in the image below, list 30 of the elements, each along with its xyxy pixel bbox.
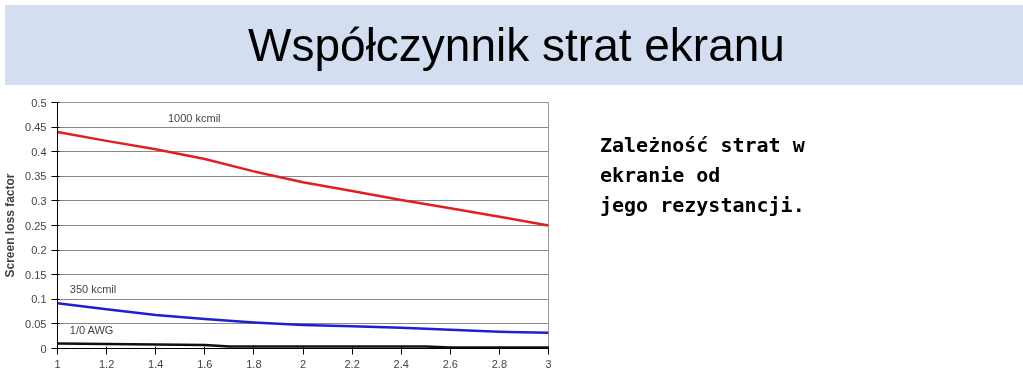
x-tick-label: 2.4 bbox=[393, 357, 409, 370]
y-tick-label: 0.3 bbox=[31, 194, 47, 207]
y-tick-label: 0.1 bbox=[31, 293, 47, 306]
y-tick-label: 0.35 bbox=[25, 170, 47, 183]
y-axis-title: Screen loss factor bbox=[3, 173, 18, 278]
y-tick-label: 0.45 bbox=[25, 121, 47, 134]
y-tick-label: 0 bbox=[40, 342, 47, 355]
x-tick-label: 3 bbox=[545, 357, 552, 370]
x-tick-label: 1.4 bbox=[148, 357, 164, 370]
series-label: 1/0 AWG bbox=[69, 323, 114, 336]
x-tick-label: 1 bbox=[54, 357, 61, 370]
y-tick-label: 0.05 bbox=[25, 317, 47, 330]
x-tick-label: 2.8 bbox=[491, 357, 508, 370]
line-series bbox=[57, 130, 549, 227]
line-series bbox=[57, 301, 549, 335]
y-tick-label: 0.2 bbox=[31, 244, 47, 257]
x-tick-label: 1.8 bbox=[246, 357, 262, 370]
series-label: 350 kcmil bbox=[69, 283, 117, 296]
y-tick-label: 0.15 bbox=[25, 268, 47, 281]
x-tick-label: 2.2 bbox=[344, 357, 360, 370]
x-tick-label: 1.2 bbox=[98, 357, 115, 370]
x-tick-label: 1.6 bbox=[197, 357, 213, 370]
y-tick-label: 0.25 bbox=[25, 219, 47, 232]
text: 1000 kcmil bbox=[167, 112, 221, 125]
y-tick-label: 0.5 bbox=[31, 96, 47, 109]
chart-title: Współczynnik strat ekranu bbox=[248, 18, 785, 73]
y-tick-label: 0.4 bbox=[31, 145, 47, 158]
x-tick-label: 2.6 bbox=[442, 357, 458, 370]
x-tick-label: 2 bbox=[299, 357, 307, 370]
text: Zależność strat w ekranie od jego rezystancji. bbox=[600, 132, 805, 219]
